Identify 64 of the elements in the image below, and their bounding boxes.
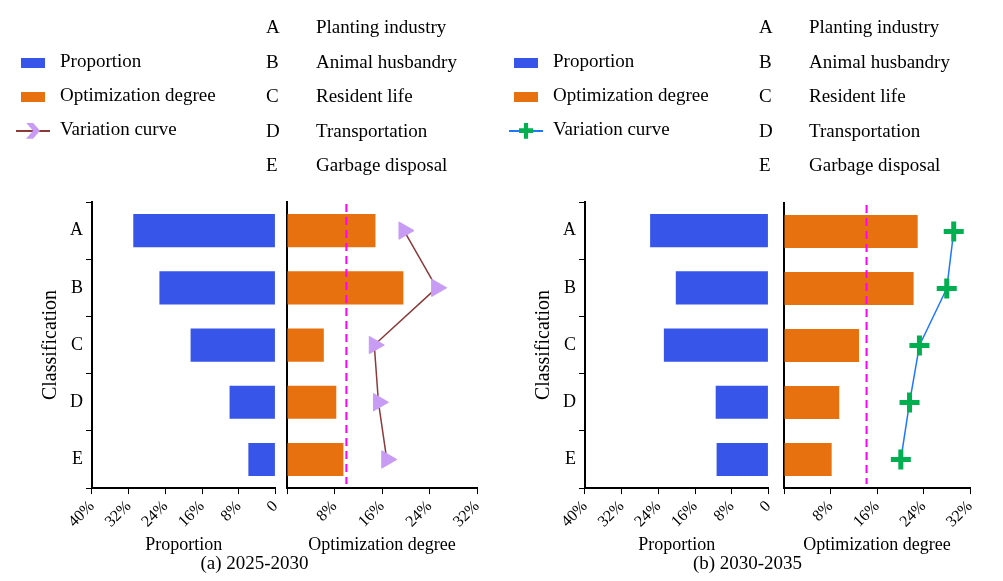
x-tick-label: 0 (262, 496, 281, 515)
legend-label: Proportion (553, 50, 635, 71)
x-tick-label: 8% (216, 496, 244, 525)
point (368, 335, 385, 355)
legend-label: Optimization degree (553, 84, 709, 105)
legend-label: Proportion (60, 50, 142, 71)
x-tick-label: 16% (174, 496, 208, 530)
text: (b) 2030-2035 (692, 552, 804, 574)
y-axis-title: Classification (38, 290, 61, 401)
y-tick-label: E (72, 448, 83, 469)
y-tick-label: D (70, 390, 83, 411)
x-axis-title: Optimization degree (308, 533, 456, 554)
x-tick-label: 32% (942, 496, 976, 530)
y-tick-label: E (565, 448, 576, 469)
x-tick-label: 8% (312, 496, 340, 525)
text: A Planting industry (266, 16, 447, 37)
point (372, 393, 389, 412)
x-tick-label: 24% (630, 496, 664, 530)
y-tick-label: C (70, 333, 83, 354)
text: C Resident life (759, 85, 906, 106)
text: D Transportation (266, 119, 428, 141)
x-axis-title: Proportion (145, 533, 223, 554)
point (398, 221, 415, 240)
x-tick-label: 16% (354, 496, 388, 530)
text: A Planting industry (759, 16, 940, 37)
x-tick-label: 32% (101, 496, 134, 530)
x-tick-label: 24% (137, 496, 171, 530)
x-tick-label: 32% (449, 496, 483, 530)
legend-label: Optimization degree (60, 84, 216, 105)
y-tick-label: D (563, 390, 576, 411)
x-tick-label: 16% (849, 496, 883, 530)
point (934, 276, 960, 302)
x-tick-label: 8% (709, 496, 737, 525)
point (431, 278, 448, 297)
text: D Transportation (759, 119, 921, 141)
legend-label: Variation curve (60, 118, 177, 139)
text: E Garbage disposal (759, 154, 941, 175)
y-tick-label: C (563, 333, 576, 354)
point (897, 390, 923, 416)
x-axis-title: Proportion (638, 533, 716, 554)
x-tick-label: 8% (808, 496, 836, 525)
y-tick-label: A (70, 219, 83, 240)
x-tick-label: 24% (401, 496, 435, 530)
y-tick-label: B (70, 276, 83, 297)
text: B Animal husbandry (759, 50, 950, 72)
text: (a) 2025-2030 (200, 552, 309, 574)
point (941, 219, 967, 245)
legend-label: Variation curve (553, 118, 670, 139)
y-axis-title: Classification (531, 290, 554, 401)
x-tick-label: 40% (64, 496, 98, 530)
point (888, 447, 914, 473)
x-tick-label: 24% (895, 496, 929, 530)
text: E Garbage disposal (266, 154, 448, 175)
x-tick-label: 32% (594, 496, 627, 530)
text: B Animal husbandry (266, 50, 457, 72)
x-tick-label: 40% (557, 496, 591, 530)
x-tick-label: 16% (667, 496, 701, 530)
point (906, 333, 932, 359)
point (381, 450, 398, 469)
y-tick-label: B (563, 276, 576, 297)
x-tick-label: 0 (755, 496, 774, 515)
y-tick-label: A (563, 219, 576, 240)
x-axis-title: Optimization degree (803, 533, 951, 554)
text: C Resident life (266, 85, 413, 106)
